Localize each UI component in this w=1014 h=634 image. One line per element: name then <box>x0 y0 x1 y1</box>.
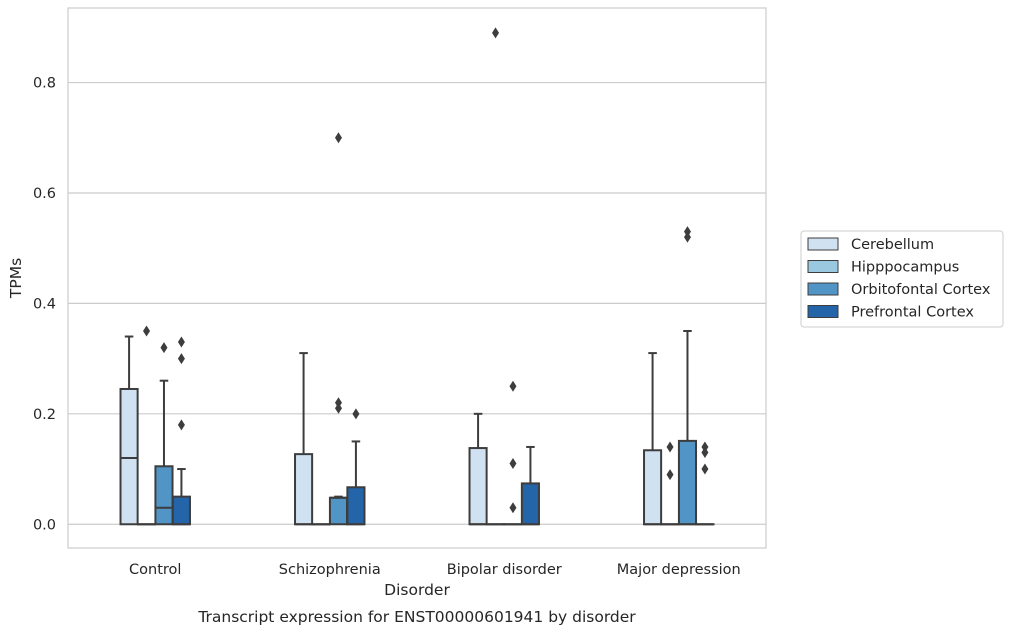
outlier-point <box>666 441 674 453</box>
outlier-point <box>701 463 709 475</box>
box-mark <box>154 342 174 526</box>
outlier-point <box>177 336 185 348</box>
box-body <box>346 486 366 526</box>
box-body <box>468 447 488 526</box>
y-tick-label: 0.2 <box>33 407 56 423</box>
legend-label: Cerebellum <box>851 237 934 253</box>
y-axis-label: TPMs <box>7 258 25 299</box>
box-mark <box>171 336 191 526</box>
outlier-point <box>509 380 517 392</box>
legend: Cerebellum Hipppocampus Orbitofontal Corte… <box>800 230 1004 328</box>
box-body <box>328 496 349 526</box>
box-mark <box>294 352 314 526</box>
outlier-point <box>492 27 500 39</box>
legend-item: Hipppocampus <box>807 260 959 276</box>
legend-swatch <box>807 260 839 273</box>
legend-item: Orbitofontal Cortex <box>807 282 991 298</box>
outlier-point <box>701 441 709 453</box>
box-mark <box>468 412 488 526</box>
outlier-point <box>509 458 517 470</box>
plot-area <box>67 7 767 549</box>
legend-items: Cerebellum Hipppocampus Orbitofontal Corte… <box>807 237 991 321</box>
outlier-point <box>701 446 709 458</box>
box-mark <box>643 352 663 526</box>
y-tick-label: 0.8 <box>33 76 56 92</box>
box-mark <box>503 380 523 526</box>
x-tick-label: Major depression <box>617 562 741 578</box>
box-body <box>154 465 174 526</box>
legend-label: Orbitofontal Cortex <box>851 282 991 298</box>
outlier-point <box>509 502 517 514</box>
legend-swatch <box>807 282 839 296</box>
x-tick-labels: Control Schizophrenia Bipolar disorder Majo… <box>129 562 741 578</box>
series-hipppocampus <box>136 27 680 526</box>
y-tick-labels: 0.0 0.2 0.4 0.6 0.8 <box>33 76 56 534</box>
box-mark <box>677 226 698 526</box>
outlier-point <box>160 342 168 354</box>
box-mark <box>346 408 366 526</box>
y-tick-label: 0.6 <box>33 186 56 202</box>
box-groups <box>119 27 715 526</box>
outlier-point <box>177 353 185 365</box>
x-tick-label: Schizophrenia <box>279 562 381 578</box>
plot-frame <box>67 7 767 549</box>
outlier-point <box>334 132 342 144</box>
outlier-point <box>177 419 185 431</box>
series-orbitofontal-cortex <box>154 132 698 526</box>
box-body <box>643 449 663 526</box>
outlier-point <box>683 231 691 243</box>
legend-swatch <box>807 305 839 318</box>
box-body <box>294 453 314 526</box>
legend-swatch <box>807 237 839 251</box>
x-tick-label: Control <box>129 562 181 578</box>
box-body <box>119 387 139 526</box>
legend-label: Hipppocampus <box>851 260 959 276</box>
y-tick-label: 0.0 <box>33 517 56 533</box>
box-mark <box>695 441 715 526</box>
outlier-point <box>352 408 360 420</box>
outlier-point <box>143 325 151 337</box>
series-prefrontal-cortex <box>171 336 715 526</box>
outlier-point <box>683 226 691 238</box>
series-cerebellum <box>119 335 663 526</box>
legend-label: Prefrontal Cortex <box>851 305 974 321</box>
legend-frame <box>800 230 1004 328</box>
outlier-point <box>334 402 342 414</box>
legend-item: Prefrontal Cortex <box>807 305 974 321</box>
outlier-point <box>666 469 674 481</box>
legend-item: Cerebellum <box>807 237 934 253</box>
box-body <box>520 482 540 526</box>
outlier-point <box>334 397 342 409</box>
x-axis-label: Disorder <box>384 581 450 599</box>
chart-caption: Transcript expression for ENST0000060194… <box>197 608 636 626</box>
box-body <box>677 439 698 526</box>
box-mark <box>119 335 139 526</box>
box-mark <box>660 441 680 526</box>
box-mark <box>520 445 540 526</box>
y-tick-label: 0.4 <box>33 296 56 312</box>
x-tick-label: Bipolar disorder <box>447 562 562 578</box>
box-body <box>171 495 191 526</box>
